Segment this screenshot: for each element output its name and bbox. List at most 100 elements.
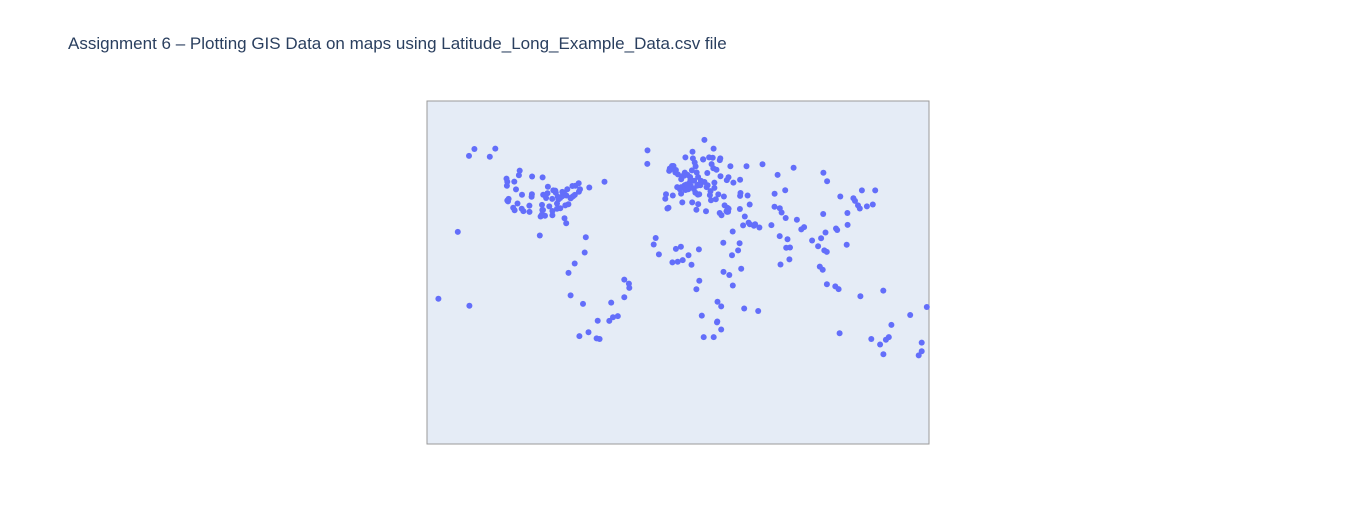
map-point[interactable] [710,334,717,341]
map-point[interactable] [626,284,633,291]
map-point[interactable] [782,187,789,194]
map-point[interactable] [756,224,763,231]
map-point[interactable] [755,308,762,314]
map-point[interactable] [679,199,686,206]
map-point[interactable] [787,244,793,251]
map-point[interactable] [564,186,571,193]
map-point[interactable] [565,201,572,208]
map-point[interactable] [471,146,478,152]
map-point[interactable] [542,212,548,219]
map-point[interactable] [682,154,689,161]
map-point[interactable] [539,174,546,181]
map-point[interactable] [563,192,570,199]
map-point[interactable] [516,167,523,174]
map-point[interactable] [526,208,533,215]
map-point[interactable] [539,201,545,208]
map-point[interactable] [546,203,553,210]
map-point[interactable] [714,318,721,325]
map-point[interactable] [768,222,775,229]
map-point[interactable] [655,251,662,258]
map-point[interactable] [716,157,723,164]
map-point[interactable] [706,192,713,199]
map-point[interactable] [877,341,884,348]
map-point[interactable] [693,169,700,176]
map-point[interactable] [819,266,826,273]
map-point[interactable] [824,178,831,185]
map-point[interactable] [466,152,472,159]
map-point[interactable] [644,160,651,167]
map-point[interactable] [725,174,732,181]
map-point[interactable] [725,208,732,215]
map-point[interactable] [918,339,925,346]
map-point[interactable] [700,334,707,341]
map-point[interactable] [771,203,778,210]
map-point[interactable] [549,195,556,202]
map-point[interactable] [759,161,766,168]
map-point[interactable] [718,303,725,310]
map-point[interactable] [888,321,895,328]
map-point[interactable] [743,163,750,170]
map-point[interactable] [454,228,461,235]
map-point[interactable] [818,235,825,242]
map-point[interactable] [923,304,930,310]
map-point[interactable] [863,203,870,210]
map-point[interactable] [715,191,722,198]
map-point[interactable] [608,299,615,306]
map-point[interactable] [729,252,735,259]
map-point[interactable] [544,183,551,190]
map-point[interactable] [868,336,875,342]
map-point[interactable] [720,268,727,275]
map-point[interactable] [716,210,723,216]
map-point[interactable] [777,261,784,268]
map-point[interactable] [674,258,681,265]
map-point[interactable] [526,202,533,209]
map-point[interactable] [529,173,536,180]
map-point[interactable] [511,178,518,185]
map-point[interactable] [823,248,830,255]
map-point[interactable] [744,192,751,199]
map-point[interactable] [677,186,683,193]
map-point[interactable] [706,154,713,161]
map-point[interactable] [486,153,493,160]
map-point[interactable] [701,136,708,143]
map-point[interactable] [571,191,578,198]
map-point[interactable] [549,208,556,214]
map-point[interactable] [575,180,582,187]
map-point[interactable] [746,201,753,208]
map-point[interactable] [714,298,721,305]
map-point[interactable] [557,205,564,212]
map-point[interactable] [621,294,628,301]
map-point[interactable] [737,190,744,196]
map-point[interactable] [576,333,583,340]
map-point[interactable] [563,220,570,227]
map-point[interactable] [672,245,679,252]
map-point[interactable] [882,336,889,343]
map-point[interactable] [515,172,522,179]
map-point[interactable] [720,193,727,200]
map-point[interactable] [726,272,733,278]
map-point[interactable] [741,305,748,312]
map-point[interactable] [561,215,568,222]
map-point[interactable] [596,336,603,342]
map-point[interactable] [577,186,583,193]
map-point[interactable] [644,147,651,154]
map-point[interactable] [621,276,628,283]
map-point[interactable] [823,281,830,288]
map-point[interactable] [720,239,727,246]
map-point[interactable] [695,246,702,253]
map-point[interactable] [704,182,711,189]
map-point[interactable] [581,249,588,256]
map-point[interactable] [511,207,518,214]
map-point[interactable] [688,167,695,174]
map-point[interactable] [786,256,793,263]
map-point[interactable] [703,208,709,215]
map-point[interactable] [435,295,442,302]
map-point[interactable] [594,317,601,324]
map-point[interactable] [729,228,736,235]
map-point[interactable] [710,145,717,152]
map-point[interactable] [835,286,842,293]
map-point[interactable] [844,210,851,216]
map-point[interactable] [513,186,519,193]
map-point[interactable] [685,252,692,259]
map-point[interactable] [918,348,925,355]
